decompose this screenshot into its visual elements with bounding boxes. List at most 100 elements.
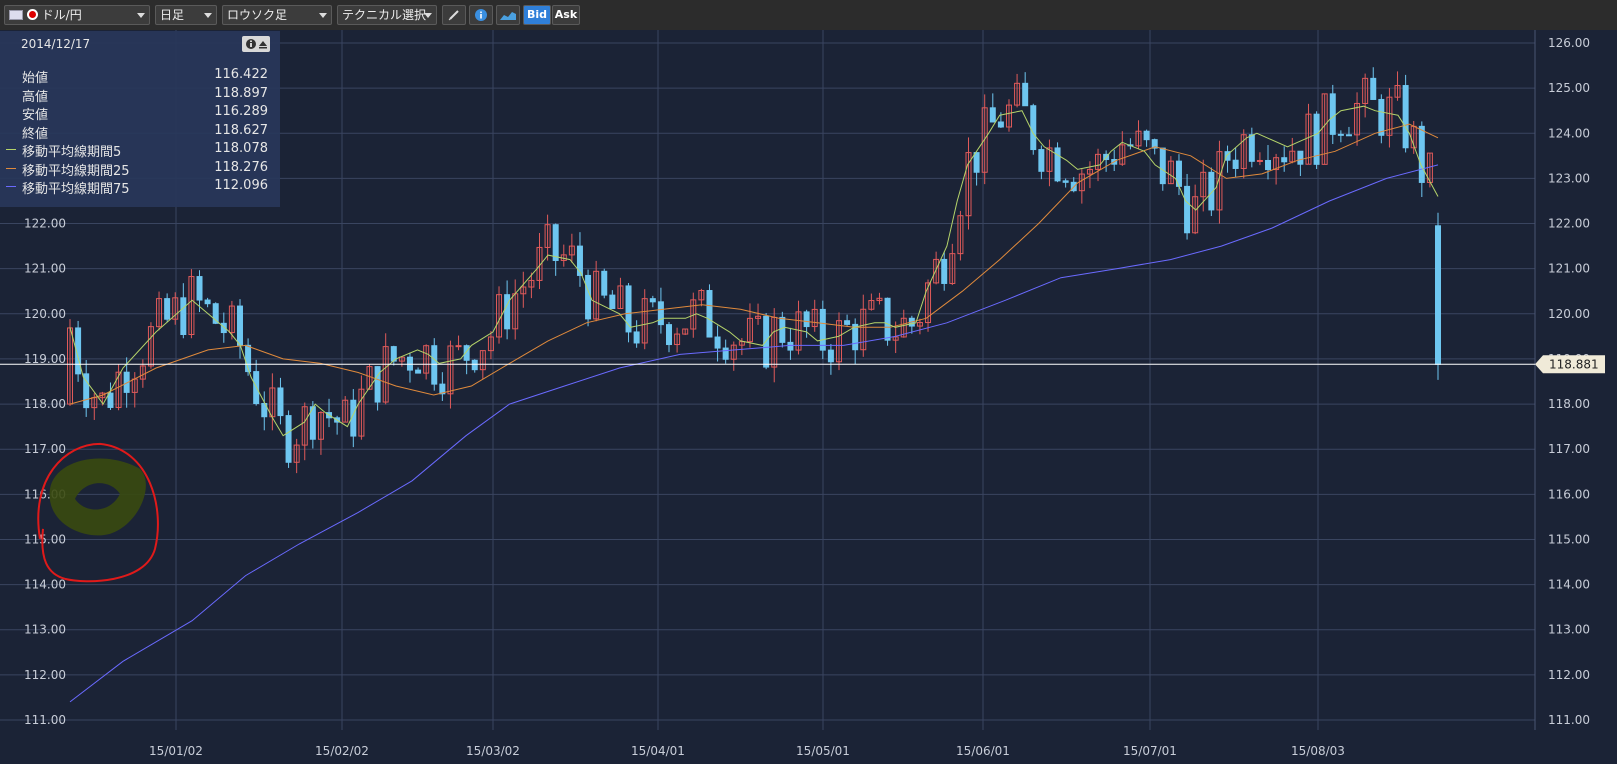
- candle-body: [188, 276, 195, 336]
- candle-body: [633, 331, 640, 344]
- candle-body: [277, 387, 284, 417]
- candle-body: [1095, 153, 1102, 170]
- candle-body: [1378, 98, 1385, 136]
- candle-body: [544, 224, 551, 248]
- interval-select[interactable]: 日足: [155, 5, 217, 25]
- candle-body: [682, 328, 689, 335]
- currency-pair-select[interactable]: ドル/円: [4, 5, 150, 25]
- ma5-line: [69, 105, 1439, 437]
- candle-body: [1159, 147, 1166, 185]
- x-tick-label: 15/01/02: [149, 744, 203, 758]
- candle-body: [844, 320, 851, 325]
- candle-body: [406, 356, 413, 371]
- toolbar: ドル/円 日足 ロウソク足 テクニカル選択 Bid Ask: [0, 0, 1617, 31]
- chevron-down-icon: [319, 13, 327, 18]
- info-row-value: 118.276: [214, 159, 268, 175]
- info-row: 始値 116.422: [0, 67, 280, 86]
- candle-body: [803, 311, 810, 328]
- candle-body: [415, 369, 422, 374]
- candle-body: [172, 297, 179, 320]
- y-tick-label-left: 118.00: [24, 397, 66, 411]
- info-panel-toggle[interactable]: [242, 36, 270, 52]
- technical-select[interactable]: テクニカル選択: [337, 5, 437, 25]
- info-row-label: 移動平均線期間5: [22, 145, 122, 160]
- candle-body: [827, 349, 834, 363]
- candle-body: [811, 308, 818, 328]
- candle-body: [1402, 85, 1409, 149]
- info-row: 終値 118.627: [0, 123, 280, 142]
- candle-body: [1386, 96, 1393, 136]
- candle-body: [1208, 171, 1215, 211]
- candle-body: [1248, 134, 1255, 162]
- candle-body: [431, 345, 438, 385]
- candle-body: [115, 371, 122, 408]
- info-button[interactable]: [469, 5, 493, 25]
- candle-body: [317, 412, 324, 440]
- y-tick-label: 118.00: [1548, 397, 1590, 411]
- candle-body: [649, 298, 656, 303]
- y-tick-label: 122.00: [1548, 217, 1590, 231]
- candle-body: [617, 285, 624, 310]
- candle-body: [1200, 171, 1207, 198]
- candle-body: [965, 152, 972, 217]
- jp-flag-icon: [26, 9, 38, 20]
- candle-body: [1184, 185, 1191, 234]
- candle-body: [819, 308, 826, 351]
- candle-body: [989, 107, 996, 123]
- candle-body: [1030, 105, 1037, 151]
- candle-body: [1151, 139, 1158, 149]
- info-row-value: 112.096: [214, 178, 268, 193]
- drawing-tool-button[interactable]: [442, 5, 466, 25]
- candle-body: [293, 444, 300, 463]
- chart-view-button[interactable]: [496, 5, 520, 25]
- info-row-value: 116.422: [214, 67, 268, 82]
- current-price-tag: 118.881: [1535, 355, 1605, 374]
- candle-body: [746, 317, 753, 343]
- interval-label: 日足: [160, 8, 185, 22]
- hand-drawn-annotation: [37, 442, 159, 583]
- candle-body: [601, 270, 608, 296]
- candle-body: [1435, 225, 1441, 365]
- y-axis: 111.00 111.00 112.00 112.00 113.00 113.00 114.…: [24, 36, 1590, 727]
- y-tick-label-left: 120.00: [24, 307, 66, 321]
- us-flag-icon: [9, 10, 23, 20]
- y-tick-label-left: 114.00: [24, 578, 66, 592]
- candle-body: [245, 344, 252, 373]
- y-tick-label: 112.00: [1548, 668, 1590, 682]
- candle-body: [228, 305, 235, 334]
- candle-body: [447, 345, 454, 395]
- info-row-label: 安値: [22, 108, 49, 123]
- bid-button[interactable]: Bid: [523, 5, 551, 25]
- candle-body: [860, 308, 867, 351]
- candle-body: [1224, 151, 1231, 161]
- ma75-line: [69, 164, 1439, 703]
- info-row: 高値 118.897: [0, 86, 280, 105]
- candle-body: [1418, 125, 1425, 183]
- candle-body: [835, 320, 842, 363]
- candle-body: [1192, 196, 1199, 234]
- technical-label: テクニカル選択: [342, 8, 427, 22]
- candle-body: [504, 294, 511, 330]
- candle-body: [641, 298, 648, 344]
- candle-body: [1362, 77, 1369, 104]
- annotation-circle: [37, 442, 159, 583]
- y-tick-label-left: 119.00: [24, 352, 66, 366]
- candle-body: [900, 317, 907, 338]
- candle-body: [941, 258, 948, 284]
- ohlc-info-panel: 2014/12/17 始値 116.422 高値 118.897 安値 116.289 終値…: [0, 31, 280, 207]
- candle-body: [1038, 149, 1045, 172]
- candle-body: [1345, 134, 1352, 137]
- legend-swatch: [6, 186, 16, 187]
- info-row-value: 116.289: [214, 104, 268, 119]
- chart-style-select[interactable]: ロウソク足: [222, 5, 332, 25]
- candle-body: [204, 299, 211, 305]
- candle-body: [1329, 93, 1336, 135]
- candle-body: [147, 326, 154, 367]
- info-icon: [475, 9, 487, 21]
- info-row-label: 始値: [22, 71, 49, 86]
- info-row-label: 移動平均線期間25: [22, 163, 130, 179]
- ask-button[interactable]: Ask: [552, 5, 580, 25]
- info-row: 安値 116.289: [0, 104, 280, 123]
- candle-body: [552, 224, 559, 261]
- x-tick-label: 15/05/01: [796, 744, 850, 758]
